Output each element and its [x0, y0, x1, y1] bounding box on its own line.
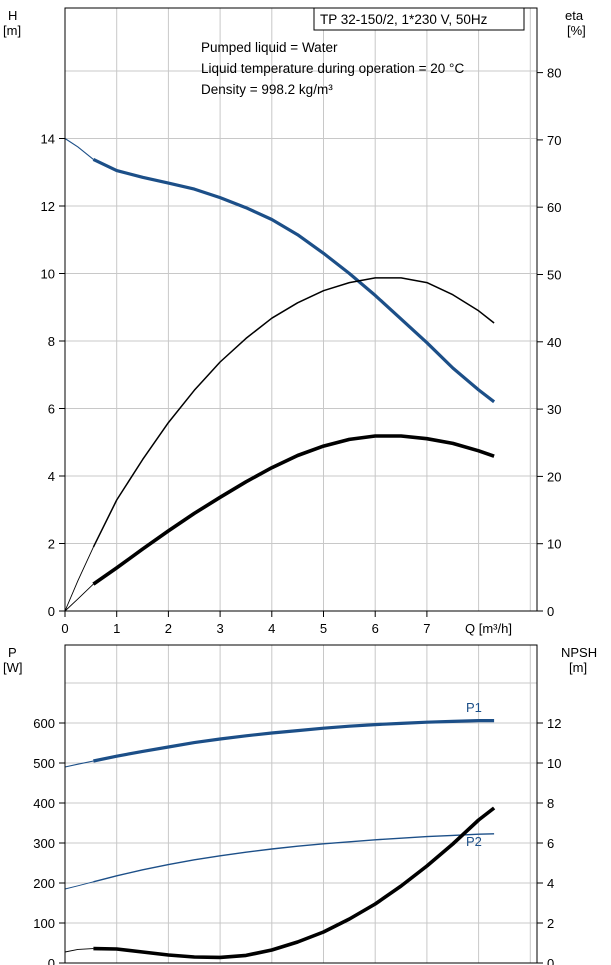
- bottom-chart-grid: [65, 645, 537, 963]
- x-tick-label: 0: [61, 621, 68, 636]
- bottom-series-0-line: [93, 719, 495, 763]
- top-left-tick-label: 12: [41, 199, 55, 214]
- top-right-tick-label: 60: [547, 200, 561, 215]
- bottom-left-tick-label: 600: [33, 716, 55, 731]
- top-right-tick-label: 0: [547, 604, 554, 619]
- series-label-p2: P2: [466, 834, 482, 849]
- bottom-left-tick-label: 200: [33, 876, 55, 891]
- top-right-axis-label-2: [%]: [567, 23, 586, 38]
- annotation-liquid: Pumped liquid = Water: [201, 40, 338, 55]
- x-axis-label: Q [m³/h]: [465, 621, 512, 636]
- top-chart-series: [64, 138, 496, 612]
- bottom-left-axis-label-2: [W]: [3, 660, 23, 675]
- top-left-tick-label: 0: [48, 604, 55, 619]
- bottom-right-tick-label: 6: [547, 836, 554, 851]
- top-left-tick-label: 2: [48, 537, 55, 552]
- bottom-right-tick-label: 10: [547, 756, 561, 771]
- top-left-tick-label: 6: [48, 402, 55, 417]
- bottom-chart-ticks: 0 100 200 300 400 500 600 0 2 4 6 8 10 12: [33, 716, 561, 965]
- top-left-axis-label-1: H: [8, 8, 17, 23]
- title-box-text: TP 32-150/2, 1*230 V, 50Hz: [320, 12, 488, 27]
- bottom-right-tick-label: 8: [547, 796, 554, 811]
- top-right-tick-label: 70: [547, 133, 561, 148]
- top-plot-frame: [64, 7, 538, 612]
- bottom-right-axis-label-2: [m]: [569, 660, 587, 675]
- top-series-1-line: [92, 277, 495, 548]
- top-series-0-line: [92, 157, 496, 404]
- top-right-tick-label: 10: [547, 537, 561, 552]
- bottom-right-axis-label-1: NPSH: [561, 645, 597, 660]
- bottom-series-1-extension: [64, 881, 94, 890]
- x-tick-label: 7: [423, 621, 430, 636]
- top-left-tick-label: 4: [48, 469, 55, 484]
- top-right-tick-label: 40: [547, 335, 561, 350]
- bottom-chart-series: [64, 719, 496, 960]
- bottom-left-tick-label: 0: [48, 956, 55, 965]
- top-left-tick-label: 14: [41, 132, 55, 147]
- top-left-tick-label: 8: [48, 334, 55, 349]
- top-series-1-extension: [64, 546, 94, 612]
- series-label-p1: P1: [466, 700, 482, 715]
- top-right-tick-label: 50: [547, 268, 561, 283]
- top-right-tick-label: 80: [547, 66, 561, 81]
- x-tick-label: 2: [165, 621, 172, 636]
- x-tick-label: 4: [268, 621, 275, 636]
- bottom-left-tick-label: 500: [33, 756, 55, 771]
- bottom-series-2-extension: [64, 948, 94, 953]
- bottom-right-tick-label: 2: [547, 916, 554, 931]
- annotation-temperature: Liquid temperature during operation = 20…: [201, 61, 464, 76]
- x-tick-label: 1: [113, 621, 120, 636]
- top-chart-grid: [65, 8, 537, 611]
- x-tick-label: 6: [372, 621, 379, 636]
- bottom-right-tick-label: 12: [547, 716, 561, 731]
- top-left-axis-label-2: [m]: [3, 23, 21, 38]
- x-tick-label: 5: [320, 621, 327, 636]
- top-right-tick-label: 30: [547, 402, 561, 417]
- bottom-left-axis-label-1: P: [8, 645, 17, 660]
- top-series-2-line: [92, 434, 495, 586]
- top-series-2-extension: [64, 583, 94, 612]
- bottom-plot-frame: [64, 644, 538, 964]
- bottom-right-tick-label: 4: [547, 876, 554, 891]
- title-box: [313, 7, 525, 31]
- top-right-tick-label: 20: [547, 469, 561, 484]
- bottom-left-tick-label: 400: [33, 796, 55, 811]
- bottom-series-1-line: [93, 833, 495, 883]
- bottom-right-tick-label: 0: [547, 956, 554, 965]
- bottom-series-2-line: [93, 806, 496, 960]
- top-series-0-extension: [64, 138, 94, 160]
- annotation-density: Density = 998.2 kg/m³: [201, 82, 333, 97]
- bottom-left-tick-label: 300: [33, 836, 55, 851]
- bottom-series-0-extension: [64, 760, 94, 768]
- top-left-tick-label: 10: [41, 267, 55, 282]
- x-tick-label: 3: [216, 621, 223, 636]
- bottom-left-tick-label: 100: [33, 916, 55, 931]
- top-right-axis-label-1: eta: [565, 8, 584, 23]
